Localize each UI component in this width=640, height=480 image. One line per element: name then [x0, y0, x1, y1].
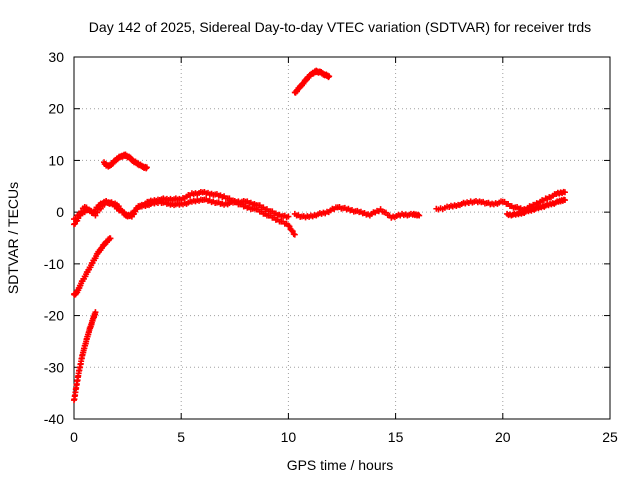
y-tick-label: 0 — [56, 204, 64, 220]
plot-frame — [73, 56, 611, 420]
x-tick-label: 25 — [602, 429, 618, 445]
series-arc-steep-rise — [71, 309, 99, 404]
data-point — [288, 227, 295, 234]
axis-ticks: 0 5 10 15 20 25 -40 -30 -20 -10 0 10 20 30 — [44, 49, 618, 445]
y-tick-label: -20 — [44, 308, 64, 324]
series-arc-near-zero-a — [71, 188, 298, 238]
data-point — [285, 222, 292, 229]
series-arc-high — [291, 67, 333, 96]
data-point — [115, 203, 122, 210]
data-point — [143, 164, 150, 171]
data-point — [285, 213, 292, 220]
grid-lines — [74, 57, 610, 419]
data-point — [561, 197, 568, 204]
x-tick-label: 5 — [177, 429, 185, 445]
y-tick-label: -30 — [44, 359, 64, 375]
x-tick-label: 10 — [281, 429, 297, 445]
x-tick-label: 20 — [495, 429, 511, 445]
x-tick-label: 0 — [70, 429, 78, 445]
data-marks — [71, 67, 568, 404]
y-tick-label: 30 — [48, 49, 64, 65]
series-arc-late-a — [433, 188, 568, 213]
series-arc-late-b — [504, 196, 568, 219]
series-arc-near-zero-b — [71, 196, 292, 223]
x-axis-label: GPS time / hours — [287, 457, 394, 473]
chart-title: Day 142 of 2025, Sidereal Day-to-day VTE… — [89, 19, 591, 35]
y-tick-label: -40 — [44, 411, 64, 427]
data-point — [101, 201, 108, 208]
series-arc-mid-day — [291, 204, 423, 221]
data-point — [291, 231, 298, 238]
data-point — [107, 235, 114, 242]
data-point — [561, 189, 568, 196]
y-tick-label: -10 — [44, 256, 64, 272]
data-point — [326, 73, 333, 80]
data-point — [416, 212, 423, 219]
data-point — [92, 309, 99, 316]
y-tick-label: 20 — [48, 101, 64, 117]
data-point — [286, 223, 293, 230]
y-axis-label: SDTVAR / TECUs — [5, 182, 21, 294]
y-tick-label: 10 — [48, 152, 64, 168]
data-point — [289, 228, 296, 235]
series-arc-upper — [101, 151, 150, 172]
series-arc-mid-rise — [71, 235, 114, 298]
data-point — [121, 209, 128, 216]
x-tick-label: 15 — [388, 429, 404, 445]
